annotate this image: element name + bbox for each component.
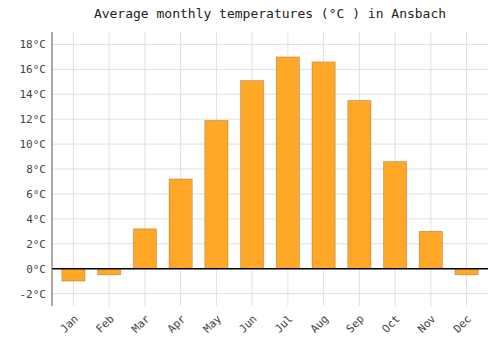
y-tick-label: 12°C [20,113,47,126]
y-grid-line [52,218,488,219]
x-tick-label: Jun [236,312,259,335]
bar [348,101,371,269]
x-tick-label: Mar [129,312,153,336]
grid [52,32,488,306]
y-grid-line [52,94,488,95]
bar [312,62,335,269]
y-tick-label: 4°C [26,213,46,226]
x-grid-line [466,32,467,306]
bar [419,231,442,268]
bar [276,57,299,269]
y-tick-label: -2°C [20,288,47,301]
y-tick-label: 18°C [20,38,47,51]
bar [383,162,406,269]
chart: Average monthly temperatures (°C ) in An… [0,0,500,350]
y-tick-label: 8°C [26,163,46,176]
x-grid-line [73,32,74,306]
bars [62,57,478,281]
y-tick-label: 2°C [26,238,46,251]
x-tick-label: May [201,312,225,336]
y-tick-label: 0°C [26,263,46,276]
y-grid-line [52,293,488,294]
x-tick-label: Sep [344,312,367,335]
y-grid-line [52,268,488,269]
y-tick-label: 6°C [26,188,46,201]
x-tick-label: Feb [94,312,117,335]
x-tick-label: Nov [415,312,439,336]
y-tick-label: 10°C [20,138,47,151]
y-grid-line [52,193,488,194]
bar [98,269,121,275]
y-axis-line [52,32,53,306]
title: Average monthly temperatures (°C ) in An… [94,6,446,21]
bar [205,120,228,268]
y-tick-label: 16°C [20,63,47,76]
bar [62,269,85,281]
x-tick-label: Dec [451,312,474,335]
y-grid-line [52,119,488,120]
y-grid-line [52,169,488,170]
bar [241,81,264,269]
x-tick-label: Apr [165,312,189,336]
x-tick-label: Oct [379,312,402,335]
bar [133,229,156,269]
x-tick-label: Aug [308,312,331,335]
y-tick-label: 14°C [20,88,47,101]
bar [455,269,478,275]
y-grid-line [52,144,488,145]
bar [169,179,192,269]
x-tick-label: Jul [272,312,295,335]
x-tick-label: Jan [58,312,81,335]
zero-line [52,268,488,270]
x-grid-line [109,32,110,306]
y-grid-line [52,44,488,45]
y-grid-line [52,69,488,70]
